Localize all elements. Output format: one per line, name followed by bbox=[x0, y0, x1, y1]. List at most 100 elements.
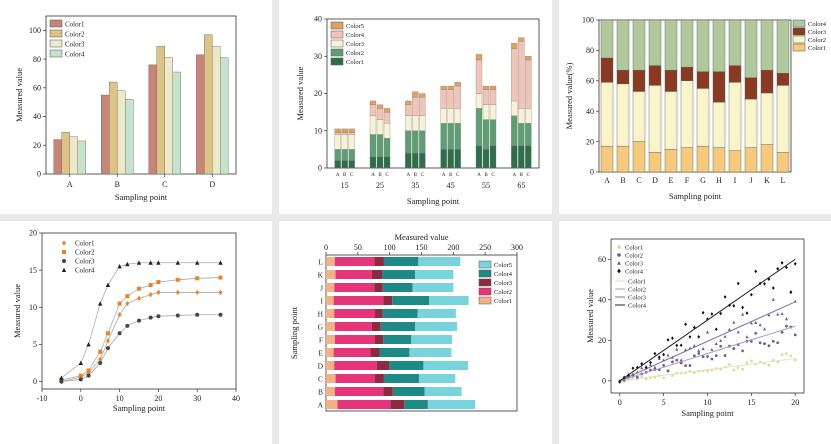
data-point bbox=[688, 364, 692, 367]
stacked-bar-segment bbox=[382, 283, 413, 292]
data-point bbox=[156, 280, 161, 285]
stacked-bar-segment bbox=[326, 270, 336, 279]
data-point bbox=[727, 327, 731, 331]
data-point bbox=[745, 361, 749, 365]
data-point bbox=[671, 360, 674, 364]
y-tick-label: 40 bbox=[598, 295, 606, 304]
data-point bbox=[98, 349, 103, 354]
stacked-bar-segment bbox=[424, 387, 462, 396]
stacked-bar-segment bbox=[326, 283, 335, 292]
data-point bbox=[666, 353, 670, 357]
stacked-bar-segment bbox=[326, 322, 335, 331]
data-point bbox=[649, 360, 652, 365]
stacked-bar-segment bbox=[429, 296, 469, 305]
stacked-bar-segment bbox=[419, 115, 426, 131]
x-tick-label: 0 bbox=[324, 243, 328, 252]
y-tick-label: 10 bbox=[29, 303, 37, 312]
stacked-bar-segment bbox=[475, 145, 483, 169]
data-point bbox=[653, 351, 657, 356]
data-point bbox=[105, 338, 110, 344]
y-tick-label: C bbox=[318, 375, 323, 384]
data-point bbox=[793, 333, 797, 337]
stacked-bar-segment bbox=[518, 108, 525, 124]
x-tick-label: 5 bbox=[662, 398, 666, 407]
data-point bbox=[697, 352, 701, 355]
data-point bbox=[78, 373, 83, 378]
stacked-bar-segment bbox=[419, 97, 426, 116]
stacked-bar-segment bbox=[334, 361, 377, 370]
y-tick-label: 20 bbox=[29, 229, 37, 238]
x-tick-label: D bbox=[209, 180, 215, 189]
data-point bbox=[59, 375, 64, 380]
legend-label: Color1 bbox=[494, 298, 512, 305]
data-point bbox=[697, 348, 701, 352]
data-point bbox=[640, 366, 644, 370]
plot-frame bbox=[45, 15, 237, 175]
data-point bbox=[767, 313, 771, 317]
stacked-bar-segment bbox=[454, 123, 461, 150]
stacked-bar-segment bbox=[664, 69, 678, 92]
legend-label: Color4 bbox=[65, 50, 85, 58]
stacked-bar-segment bbox=[712, 71, 726, 103]
x-tick-label: 250 bbox=[479, 243, 491, 252]
stacked-bar-segment bbox=[409, 348, 452, 357]
legend-label: Color1 bbox=[75, 239, 95, 247]
data-point bbox=[745, 311, 749, 315]
data-point bbox=[86, 342, 91, 347]
data-point bbox=[784, 317, 788, 321]
stacked-bar-segment bbox=[423, 361, 468, 370]
data-point bbox=[195, 312, 200, 317]
x-tick-label: A bbox=[67, 180, 73, 189]
stacked-bar-segment bbox=[418, 374, 456, 383]
stacked-bar-segment bbox=[454, 149, 461, 169]
x-sub-label: C bbox=[491, 173, 495, 178]
x-tick-label: G bbox=[700, 176, 706, 185]
data-point bbox=[741, 367, 744, 371]
stacked-bar-segment bbox=[776, 152, 790, 173]
data-point bbox=[758, 341, 762, 345]
bar bbox=[101, 94, 110, 175]
stacked-bar-segment bbox=[728, 65, 742, 83]
data-point bbox=[675, 347, 679, 351]
data-point bbox=[710, 357, 714, 361]
y-tick-label: F bbox=[319, 336, 323, 345]
data-point bbox=[776, 312, 780, 316]
data-point bbox=[758, 323, 762, 327]
stacked-bar-segment bbox=[419, 130, 426, 154]
stacked-bar-segment bbox=[326, 387, 335, 396]
x-tick-label: F bbox=[685, 176, 690, 185]
stacked-bar-segment bbox=[334, 160, 341, 169]
data-point bbox=[705, 330, 710, 334]
stacked-bar-segment bbox=[376, 104, 384, 109]
legend-marker bbox=[62, 259, 66, 263]
stacked-bar-segment bbox=[489, 104, 497, 120]
stacked-bar-segment bbox=[326, 309, 335, 318]
data-point bbox=[125, 294, 130, 299]
data-point bbox=[105, 331, 110, 336]
legend-label: Color2 bbox=[494, 289, 512, 296]
stacked-bar-segment bbox=[440, 108, 447, 124]
stacked-bar-segment bbox=[348, 128, 355, 133]
stacked-bar-segment bbox=[341, 128, 348, 133]
legend-label: Color2 bbox=[808, 37, 826, 44]
data-point bbox=[679, 343, 683, 348]
data-point bbox=[98, 356, 103, 362]
stacked-bar-segment bbox=[680, 80, 694, 148]
chart-panel-grouped-bar: 0 20 40 60 80 100 A B C D Sampling point Measured v… bbox=[0, 0, 272, 214]
data-point bbox=[692, 343, 696, 348]
data-point bbox=[175, 313, 180, 318]
bar bbox=[172, 71, 181, 175]
legend-label: Color3 bbox=[808, 29, 826, 36]
stacked-bar-segment bbox=[712, 147, 726, 173]
stacked-bar-segment bbox=[371, 270, 383, 279]
x-tick-label: 15 bbox=[747, 398, 755, 407]
x-tick-label: H bbox=[716, 176, 722, 185]
stacked-bar-segment bbox=[369, 156, 377, 169]
stacked-bar-segment bbox=[600, 19, 614, 59]
x-tick-label: 10 bbox=[704, 398, 712, 407]
stacked-bar-segment bbox=[776, 19, 790, 74]
legend-swatch bbox=[330, 30, 344, 39]
data-point bbox=[736, 366, 740, 370]
data-point bbox=[763, 281, 766, 286]
